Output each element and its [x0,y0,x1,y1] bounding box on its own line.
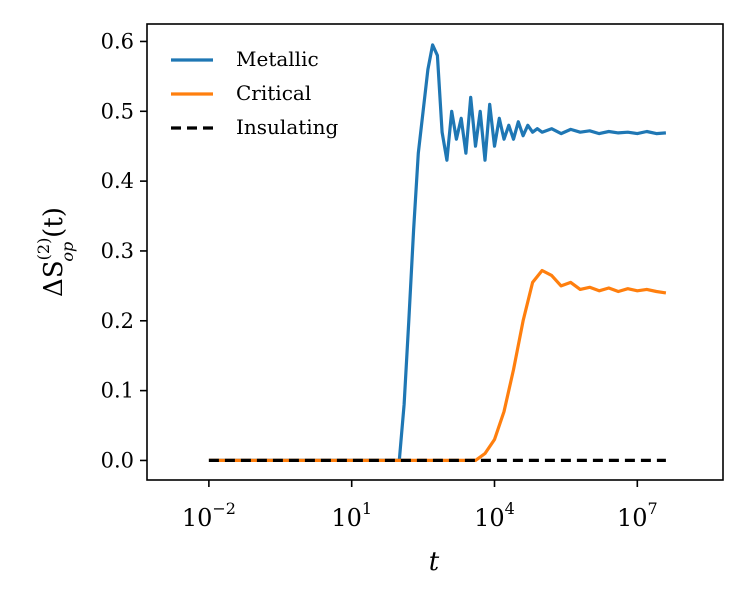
x-tick-label-base: 10 [331,504,362,532]
y-axis-label-argument: (t) [39,207,69,238]
y-tick-label: 0.4 [101,169,134,193]
y-tick-label: 0.5 [101,99,134,123]
legend-label-critical: Critical [236,81,311,105]
x-tick-label-exponent: 1 [362,499,372,518]
x-axis-ticks: 10−2 101 104 107 [182,480,658,532]
x-tick-label-exponent: 4 [505,499,515,518]
series-line-critical [208,268,667,462]
legend-label-metallic: Metallic [236,47,319,71]
y-axis-label-main: ΔS [39,260,69,297]
y-tick-label: 0.0 [101,448,134,472]
x-tick-label-exponent: −2 [212,499,236,518]
y-tick-label: 0.3 [101,239,134,263]
y-axis-label-superscript: (2) [34,238,53,261]
x-tick-label-base: 10 [474,504,505,532]
y-axis-ticks: 0.0 0.1 0.2 0.3 0.4 0.5 0.6 [101,29,147,472]
y-axis-label: ΔS(2) op (t) [34,207,77,297]
x-tick-label-exponent: 7 [647,499,657,518]
plot-series-layer [208,43,667,462]
x-tick-label-base: 10 [182,504,213,532]
y-tick-label: 0.1 [101,379,134,403]
x-tick-label: 10−2 [182,499,236,532]
series-line-metallic [208,43,667,462]
x-tick-label: 107 [617,499,658,532]
legend: Metallic Critical Insulating [171,47,339,139]
plot-frame [146,23,724,481]
x-axis-label: t [429,547,440,577]
x-tick-label-base: 10 [617,504,648,532]
x-tick-label: 104 [474,499,515,532]
x-tick-label: 101 [331,499,372,532]
y-tick-label: 0.6 [101,29,134,53]
y-tick-label: 0.2 [101,309,134,333]
y-axis-label-subscript: op [58,242,77,262]
legend-label-insulating: Insulating [236,115,339,139]
